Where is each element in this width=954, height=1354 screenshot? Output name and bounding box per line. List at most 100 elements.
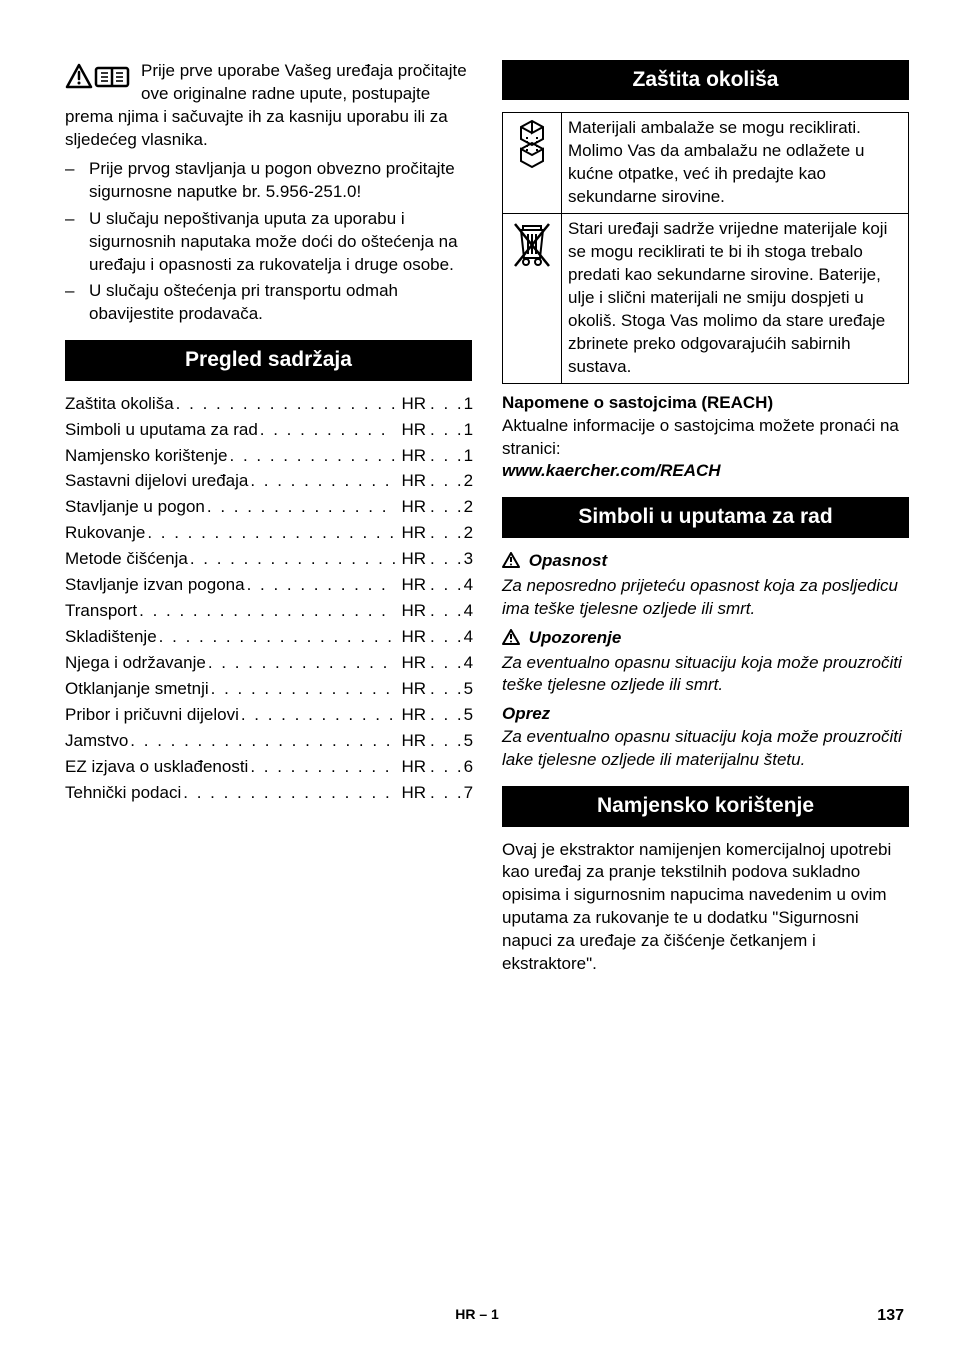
toc-dots <box>128 730 395 753</box>
toc-label: Zaštita okoliša <box>65 393 174 416</box>
toc-row: EZ izjava o usklađenosti HR. . .6 <box>65 756 472 779</box>
toc-page: . . .7 <box>430 782 472 805</box>
caution-title: Oprez <box>502 703 909 726</box>
env-table: Materijali ambalaže se mogu reciklirati.… <box>502 112 909 383</box>
toc-lang: HR <box>395 730 430 753</box>
toc-label: Jamstvo <box>65 730 128 753</box>
toc-row: Metode čišćenja HR. . .3 <box>65 548 472 571</box>
warn-title-text: Upozorenje <box>529 628 622 647</box>
toc-page: . . .1 <box>430 419 472 442</box>
toc-dots <box>181 782 395 805</box>
toc-dots <box>245 574 396 597</box>
recycle-icon <box>509 117 555 177</box>
toc-dots <box>258 419 396 442</box>
toc-label: Skladištenje <box>65 626 157 649</box>
usage-text: Ovaj je ekstraktor namijenjen komercijal… <box>502 839 909 977</box>
env-header: Zaštita okoliša <box>502 60 909 100</box>
toc-label: Tehnički podaci <box>65 782 181 805</box>
toc-label: Metode čišćenja <box>65 548 188 571</box>
page-footer: HR – 1 137 <box>0 1305 954 1324</box>
toc-lang: HR <box>395 522 430 545</box>
toc-dots <box>188 548 396 571</box>
toc: Zaštita okolišaHR. . .1Simboli u uputama… <box>65 393 472 805</box>
toc-row: Sastavni dijelovi uređaja HR. . .2 <box>65 470 472 493</box>
bullet-dash: – <box>65 280 89 326</box>
intro-bullet-3: U slučaju oštećenja pri transportu odmah… <box>89 280 472 326</box>
toc-page: . . .5 <box>430 704 472 727</box>
toc-page: . . .1 <box>430 445 472 468</box>
toc-lang: HR <box>395 496 430 519</box>
toc-row: Jamstvo HR. . .5 <box>65 730 472 753</box>
toc-dots <box>239 704 396 727</box>
reach-text: Aktualne informacije o sastojcima možete… <box>502 415 909 461</box>
toc-dots <box>228 445 396 468</box>
toc-row: Pribor i pričuvni dijelovi HR. . .5 <box>65 704 472 727</box>
reach-title: Napomene o sastojcima (REACH) <box>502 392 909 415</box>
toc-row: Tehnički podaci HR. . .7 <box>65 782 472 805</box>
danger-title: Opasnost <box>502 550 909 575</box>
toc-lang: HR <box>395 419 430 442</box>
toc-lang: HR <box>395 470 430 493</box>
toc-page: . . .6 <box>430 756 472 779</box>
toc-label: Njega i održavanje <box>65 652 206 675</box>
toc-page: . . .4 <box>430 574 472 597</box>
warning-triangle-icon <box>502 552 520 575</box>
symbols-header: Simboli u uputama za rad <box>502 497 909 537</box>
toc-row: SkladištenjeHR. . .4 <box>65 626 472 649</box>
toc-page: . . .4 <box>430 626 472 649</box>
caution-text: Za eventualno opasnu situaciju koja može… <box>502 726 909 772</box>
weee-icon-cell <box>503 214 562 384</box>
toc-row: RukovanjeHR. . .2 <box>65 522 472 545</box>
warn-text: Za eventualno opasnu situaciju koja može… <box>502 652 909 698</box>
toc-label: Sastavni dijelovi uređaja <box>65 470 248 493</box>
warn-title: Upozorenje <box>502 627 909 652</box>
toc-lang: HR <box>395 704 430 727</box>
toc-lang: HR <box>395 445 430 468</box>
toc-page: . . .2 <box>430 470 472 493</box>
intro-bullet-1: Prije prvog stavljanja u pogon obvezno p… <box>89 158 472 204</box>
toc-lang: HR <box>395 678 430 701</box>
toc-lang: HR <box>395 393 430 416</box>
toc-page: . . .3 <box>430 548 472 571</box>
toc-dots <box>209 678 396 701</box>
toc-row: TransportHR. . .4 <box>65 600 472 623</box>
toc-header: Pregled sadržaja <box>65 340 472 380</box>
toc-lang: HR <box>395 756 430 779</box>
toc-label: EZ izjava o usklađenosti <box>65 756 248 779</box>
toc-label: Namjensko korištenje <box>65 445 228 468</box>
toc-row: Zaštita okolišaHR. . .1 <box>65 393 472 416</box>
toc-dots <box>205 496 396 519</box>
footer-page-number: 137 <box>877 1305 904 1327</box>
toc-row: Otklanjanje smetnjiHR. . .5 <box>65 678 472 701</box>
danger-title-text: Opasnost <box>529 551 607 570</box>
bullet-dash: – <box>65 158 89 204</box>
toc-dots <box>248 756 395 779</box>
toc-lang: HR <box>395 652 430 675</box>
toc-row: Njega i održavanjeHR. . .4 <box>65 652 472 675</box>
toc-row: Simboli u uputama za rad HR. . .1 <box>65 419 472 442</box>
toc-row: Namjensko korištenje HR. . .1 <box>65 445 472 468</box>
danger-text: Za neposredno prijeteću opasnost koja za… <box>502 575 909 621</box>
toc-label: Transport <box>65 600 137 623</box>
toc-dots <box>174 393 396 416</box>
toc-page: . . .2 <box>430 522 472 545</box>
toc-label: Pribor i pričuvni dijelovi <box>65 704 239 727</box>
toc-label: Simboli u uputama za rad <box>65 419 258 442</box>
toc-lang: HR <box>395 782 430 805</box>
crossed-bin-icon <box>509 218 555 274</box>
toc-label: Stavljanje u pogon <box>65 496 205 519</box>
intro-bullet-2: U slučaju nepoštivanja uputa za uporabu … <box>89 208 472 277</box>
toc-dots <box>145 522 395 545</box>
toc-dots <box>248 470 395 493</box>
toc-row: Stavljanje u pogon HR. . .2 <box>65 496 472 519</box>
warning-book-icon <box>65 62 133 99</box>
bullet-dash: – <box>65 208 89 277</box>
toc-page: . . .5 <box>430 730 472 753</box>
toc-page: . . .5 <box>430 678 472 701</box>
reach-url: www.kaercher.com/REACH <box>502 460 909 483</box>
toc-lang: HR <box>395 548 430 571</box>
intro-block: Prije prve uporabe Vašeg uređaja pročita… <box>65 60 472 152</box>
env-row1-text: Materijali ambalaže se mogu reciklirati.… <box>562 113 909 214</box>
toc-label: Stavljanje izvan pogona <box>65 574 245 597</box>
toc-page: . . .2 <box>430 496 472 519</box>
